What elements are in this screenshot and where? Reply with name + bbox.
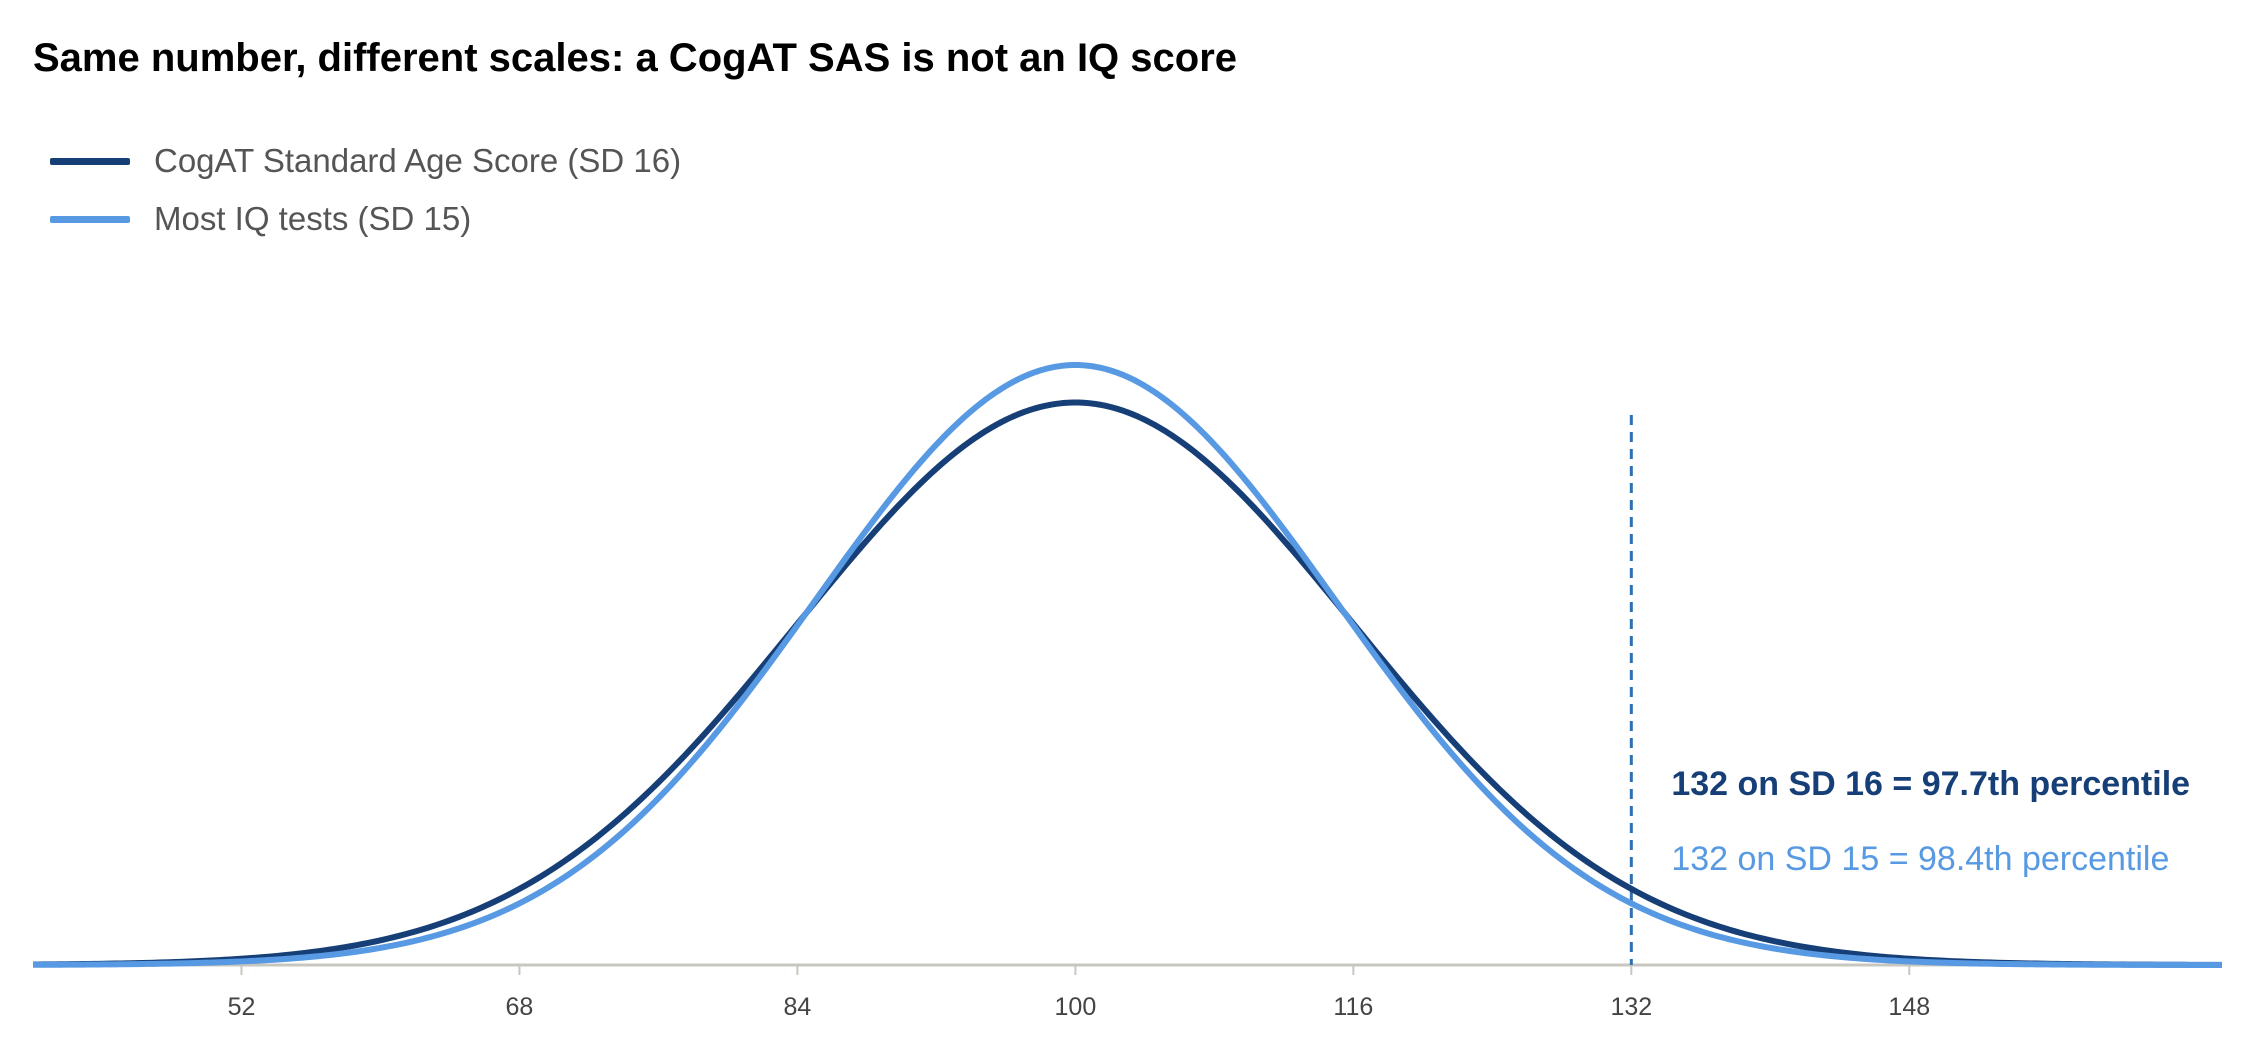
legend-item-iq: Most IQ tests (SD 15) <box>50 190 681 248</box>
legend-label-iq: Most IQ tests (SD 15) <box>154 200 472 237</box>
curve-iq-sd15 <box>32 362 2222 968</box>
curve-cogat-sd16 <box>32 399 2223 968</box>
x-tick-label: 100 <box>1055 993 1097 1021</box>
x-tick-label: 84 <box>784 993 812 1021</box>
legend-label-cogat: CogAT Standard Age Score (SD 16) <box>154 142 682 179</box>
chart-title: Same number, different scales: a CogAT S… <box>33 36 1238 80</box>
annotation-percentile-sd16: 132 on SD 16 = 97.7th percentile <box>1671 765 2190 803</box>
x-tick-label: 132 <box>1610 993 1652 1021</box>
legend-item-cogat: CogAT Standard Age Score (SD 16) <box>50 132 681 190</box>
x-tick-label: 116 <box>1333 993 1373 1021</box>
x-tick-label: 68 <box>506 993 534 1021</box>
x-axis-ticks: 52 68 84 100 116 132 148 <box>228 965 1930 1021</box>
legend-swatch-cogat <box>50 157 130 165</box>
annotation-percentile-sd15: 132 on SD 15 = 98.4th percentile <box>1671 840 2169 878</box>
x-tick-label: 52 <box>228 993 256 1021</box>
legend-swatch-iq <box>50 215 130 223</box>
chart-legend: CogAT Standard Age Score (SD 16) Most IQ… <box>50 132 681 248</box>
x-tick-label: 148 <box>1888 993 1930 1021</box>
